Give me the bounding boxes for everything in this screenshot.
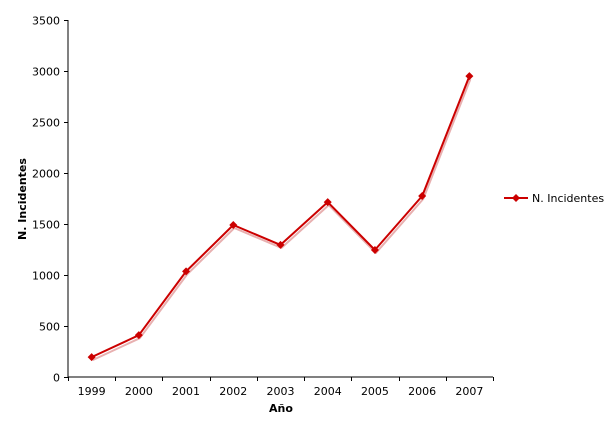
x-tick-label: 2001: [172, 385, 200, 398]
legend: N. Incidentes: [504, 192, 604, 205]
x-axis-title: Año: [269, 402, 293, 415]
x-tick-label: 2005: [361, 385, 389, 398]
data-point-marker: [87, 353, 96, 362]
legend-label: N. Incidentes: [532, 192, 604, 205]
x-tick-label: 2002: [219, 385, 247, 398]
y-tick-label: 3500: [32, 15, 60, 28]
data-point-marker: [276, 240, 285, 249]
x-tick-label: 2000: [125, 385, 153, 398]
x-tick-label: 2006: [408, 385, 436, 398]
data-point-marker: [418, 191, 427, 200]
y-tick-label: 1500: [32, 219, 60, 232]
y-tick-label: 2500: [32, 117, 60, 130]
y-tick-label: 0: [53, 372, 60, 385]
plot-area: 0 500 1000 1500 2000 2500 3000 3500 1999 2000 2001…: [32, 15, 494, 398]
y-tick-label: 3000: [32, 66, 60, 79]
data-point-marker: [134, 331, 143, 340]
data-point-marker: [370, 246, 379, 255]
data-point-marker: [182, 267, 191, 276]
x-tick-label: 2003: [267, 385, 295, 398]
y-axis-title: N. Incidentes: [16, 158, 29, 240]
y-tick-label: 500: [39, 321, 60, 334]
x-tick-label: 1999: [78, 385, 106, 398]
data-point-marker: [229, 221, 238, 230]
x-tick-label: 2007: [455, 385, 483, 398]
series-line: [91, 75, 471, 359]
y-tick-label: 2000: [32, 168, 60, 181]
legend-swatch-marker: [512, 194, 520, 202]
y-tick-label: 1000: [32, 270, 60, 283]
data-point-marker: [465, 72, 474, 81]
series-line-shadow: [92, 78, 472, 362]
x-tick-label: 2004: [314, 385, 342, 398]
data-point-marker: [323, 198, 332, 207]
